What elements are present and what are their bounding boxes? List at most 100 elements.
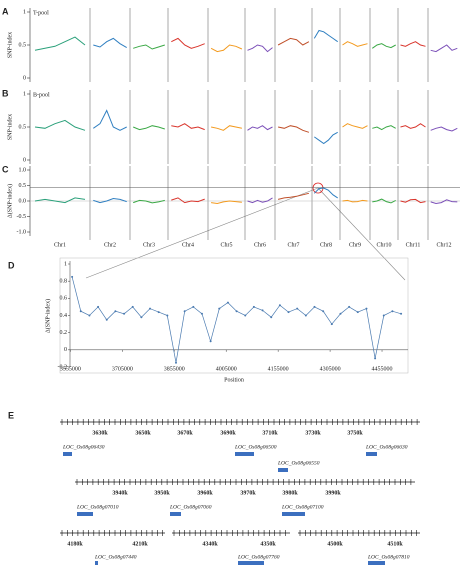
gene-name: LOC_Os08g06430 [62, 443, 105, 450]
ruler-label: 3940k [112, 490, 128, 496]
delta-point [365, 307, 368, 310]
chromosome-label: Chr8 [320, 242, 332, 248]
delta-point [356, 311, 359, 314]
snp-line [210, 125, 243, 131]
delta-point [183, 310, 186, 313]
delta-point [114, 310, 117, 313]
gene-name: LOC_Os08g07760 [237, 554, 280, 560]
chromosome-label: Chr6 [254, 242, 266, 248]
y-tick-label: 0.5 [19, 183, 27, 189]
delta-point [382, 314, 385, 317]
chromosome-label: Chr1 [54, 242, 66, 248]
x-axis-label: Position [224, 377, 244, 383]
pool-label: B-pool [33, 92, 50, 98]
delta-point [278, 304, 281, 307]
x-tick-label: 4155000 [268, 366, 289, 372]
delta-point [304, 314, 307, 317]
ruler-label: 3960k [197, 490, 213, 496]
panel-label: D [8, 260, 15, 270]
snp-line [277, 125, 310, 133]
snp-line [171, 197, 205, 204]
delta-point [105, 318, 108, 321]
x-tick-label: 3705000 [112, 366, 133, 372]
chromosome-label: Chr4 [182, 242, 194, 248]
snp-line [277, 192, 310, 200]
panel-label: B [2, 88, 9, 98]
snp-line [34, 119, 86, 131]
gene-name: LOC_Os08g06500 [234, 444, 277, 450]
snp-line [313, 187, 338, 199]
gene-name: LOC_Os08g07010 [76, 504, 119, 510]
snp-line [314, 131, 338, 145]
y-tick-label: 1.0 [19, 167, 27, 173]
snp-line [372, 198, 396, 204]
delta-point [140, 316, 143, 319]
snp-line [171, 123, 205, 131]
snp-line [34, 197, 86, 204]
chromosome-label: Chr7 [288, 242, 300, 248]
y-axis-label: SNP-index [7, 114, 13, 140]
delta-point [149, 307, 152, 310]
chromosome-label: Chr5 [221, 242, 233, 248]
ruler-label: 3650k [135, 430, 151, 436]
delta-point [296, 307, 299, 310]
snp-line [133, 44, 165, 50]
ruler-label: 3690k [220, 430, 236, 436]
gene-bar [278, 468, 288, 472]
delta-point [270, 316, 273, 319]
y-tick-label: 0.4 [60, 313, 68, 319]
delta-point [218, 307, 221, 310]
x-tick-label: 4305000 [320, 366, 341, 372]
snp-line [93, 109, 127, 131]
delta-point [252, 305, 255, 308]
y-tick-label: 0.6 [60, 296, 68, 302]
y-tick-label: 0.2 [60, 330, 68, 336]
snp-line [133, 199, 165, 204]
gene-bar [77, 512, 93, 516]
snp-line [171, 37, 205, 49]
delta-point [97, 305, 100, 308]
gene-bar [63, 452, 72, 456]
gene-name: LOC_Os08g07100 [281, 504, 324, 510]
snp-line [430, 126, 458, 132]
snp-line [247, 197, 273, 204]
gene-bar [366, 452, 377, 456]
y-tick-label: 1 [23, 9, 26, 15]
delta-point [287, 311, 290, 314]
delta-point [226, 301, 229, 304]
y-tick-label: -1.0 [17, 229, 27, 235]
y-tick-label: 0.5 [19, 42, 27, 48]
panel-label: A [2, 6, 9, 16]
delta-point [374, 357, 377, 360]
panel-label: C [2, 164, 9, 174]
delta-point [322, 310, 325, 313]
ruler-label: 3970k [240, 490, 256, 496]
delta-point [200, 312, 203, 315]
gene-name: LOC_Os08g06630 [365, 444, 408, 450]
ruler-label: 4210k [132, 541, 148, 547]
gene-name: LOC_Os08g07810 [367, 554, 410, 560]
delta-point [123, 312, 126, 315]
gene-name: LOC_Os08g07060 [169, 504, 212, 510]
ruler-label: 4350k [260, 541, 276, 547]
chromosome-label: Chr12 [437, 242, 452, 248]
x-tick-label: 3855000 [164, 366, 185, 372]
y-tick-label: -0.2 [58, 364, 68, 370]
delta-point [166, 314, 169, 317]
chromosome-label: Chr11 [406, 242, 421, 248]
y-tick-label: 0 [23, 75, 26, 81]
delta-point [313, 305, 316, 308]
snp-line [34, 36, 86, 51]
y-tick-label: 0 [64, 347, 67, 353]
delta-point [157, 311, 160, 314]
y-tick-label: -0.5 [17, 214, 27, 220]
gene-bar [170, 512, 181, 516]
delta-point [339, 312, 342, 315]
y-axis-label: Δ(SNP-index) [6, 184, 13, 218]
snp-line [400, 123, 426, 129]
delta-point [244, 314, 247, 317]
snp-line [400, 198, 426, 204]
y-tick-label: 0.5 [19, 124, 27, 130]
delta-point [192, 305, 195, 308]
